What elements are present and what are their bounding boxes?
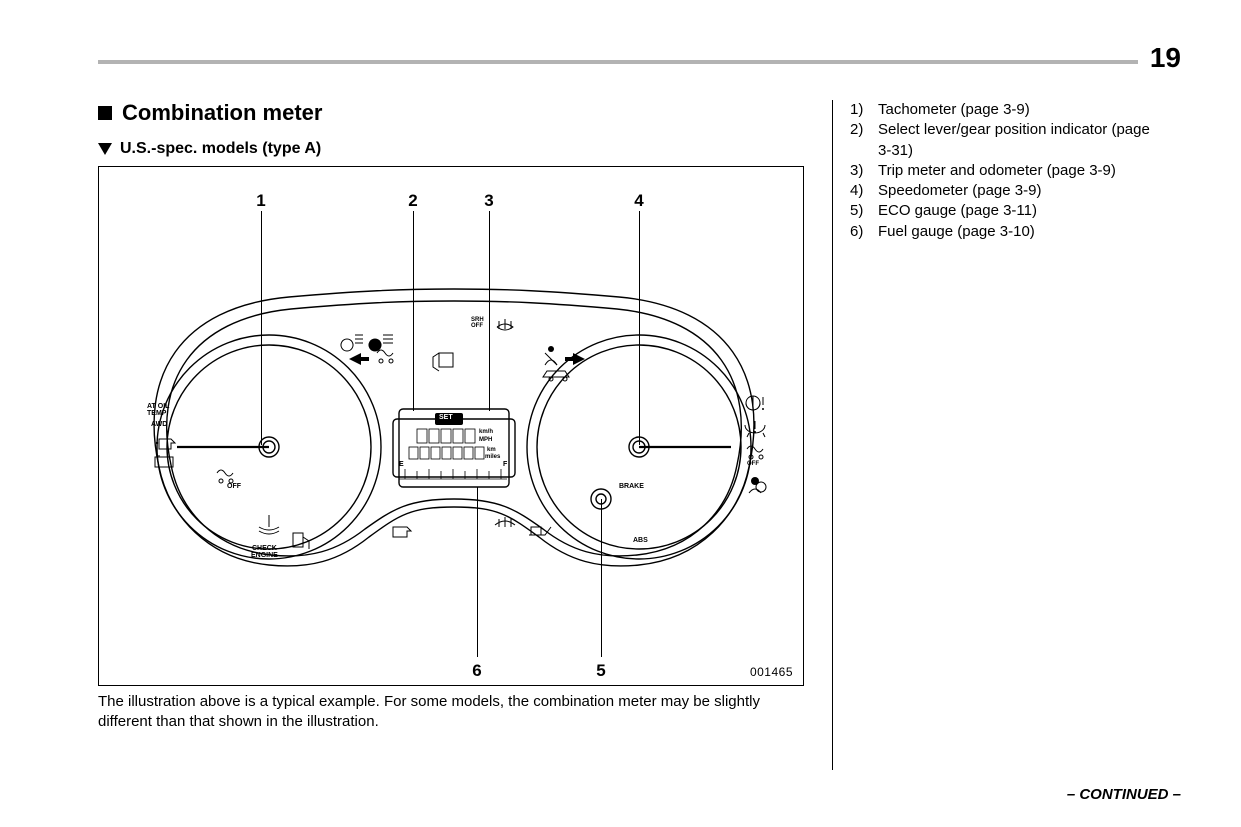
legend-item: 2) Select lever/gear position indicator … [850,120,1150,161]
continued-label: – CONTINUED – [1067,786,1181,803]
square-bullet-icon [98,106,112,120]
label-off-left: OFF [227,483,241,490]
legend-num: 3) [850,161,870,181]
label-at-oil-temp: AT OILTEMP [147,403,169,417]
label-check-engine: CHECKENGINE [251,545,278,559]
label-fuel-f: F [503,461,507,468]
label-awd: AWD [151,421,167,428]
column-separator [832,100,833,770]
label-miles: miles [485,454,500,460]
manual-page: 19 Combination meter U.S.-spec. models (… [0,0,1241,827]
figure-frame: 1 2 3 4 6 5 [98,166,804,686]
subsection-title-text: U.S.-spec. models (type A) [120,140,321,158]
label-fuel-e: E [399,461,404,468]
legend-text: Fuel gauge (page 3-10) [878,222,1035,242]
section-heading: Combination meter [98,100,808,126]
legend-item: 4) Speedometer (page 3-9) [850,181,1150,201]
label-srh-off: SRHOFF [471,317,484,329]
legend-num: 2) [850,120,870,161]
legend-num: 4) [850,181,870,201]
triangle-bullet-icon [98,143,112,155]
legend-text: Speedometer (page 3-9) [878,181,1041,201]
subsection-heading: U.S.-spec. models (type A) [98,140,808,158]
label-kmh: km/h [479,429,493,435]
section-title-text: Combination meter [122,100,322,126]
figure-id: 001465 [750,665,793,679]
figure-caption: The illustration above is a typical exam… [98,692,804,731]
label-set: SET [439,414,453,421]
legend-text: Select lever/gear position indicator (pa… [878,120,1150,161]
legend-num: 5) [850,201,870,221]
legend-column: 1) Tachometer (page 3-9) 2) Select lever… [850,100,1150,242]
legend-item: 6) Fuel gauge (page 3-10) [850,222,1150,242]
top-rule [98,60,1138,64]
legend-text: Tachometer (page 3-9) [878,100,1030,120]
label-abs: ABS [633,537,648,544]
legend-text: Trip meter and odometer (page 3-9) [878,161,1116,181]
legend-num: 6) [850,222,870,242]
label-km: km [487,447,496,453]
legend-item: 3) Trip meter and odometer (page 3-9) [850,161,1150,181]
legend-text: ECO gauge (page 3-11) [878,201,1037,221]
label-off-right: OFF [747,461,759,467]
legend-item: 1) Tachometer (page 3-9) [850,100,1150,120]
legend-num: 1) [850,100,870,120]
page-number: 19 [1150,42,1181,74]
label-mph: MPH [479,437,492,443]
label-brake: BRAKE [619,483,644,490]
combination-meter-diagram [99,167,805,687]
left-column: Combination meter U.S.-spec. models (typ… [98,100,808,731]
legend-item: 5) ECO gauge (page 3-11) [850,201,1150,221]
